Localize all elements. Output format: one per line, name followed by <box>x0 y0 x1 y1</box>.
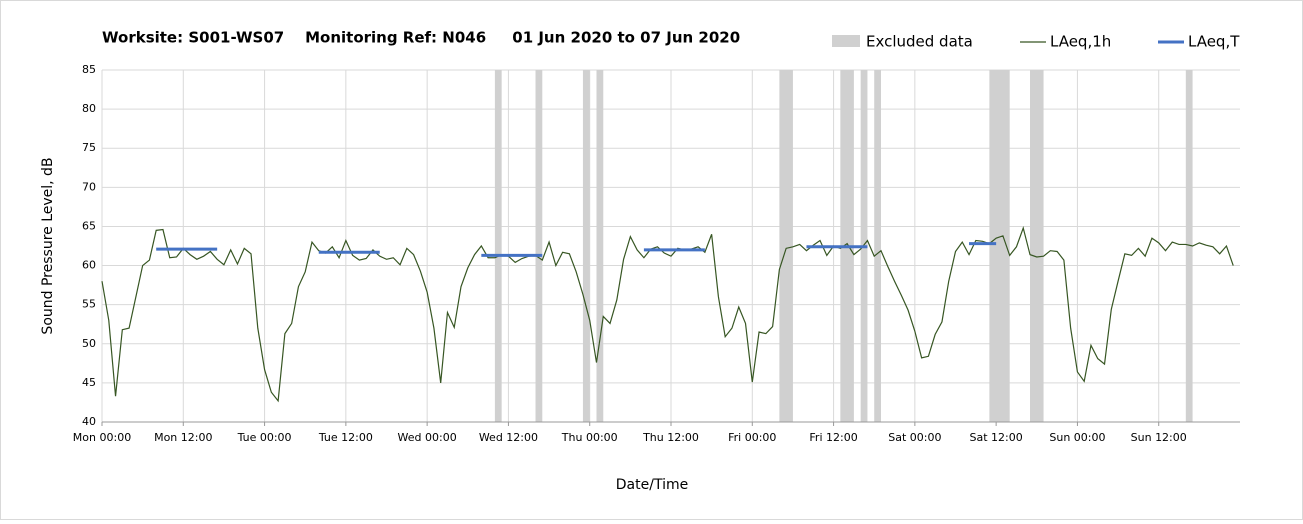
x-tick-label: Thu 12:00 <box>642 431 699 444</box>
excluded-band <box>779 70 793 422</box>
x-tick-label: Thu 00:00 <box>561 431 618 444</box>
excluded-band <box>1185 70 1193 422</box>
x-tick-label: Sun 12:00 <box>1131 431 1187 444</box>
excluded-band <box>494 70 502 422</box>
x-tick-label: Sun 00:00 <box>1049 431 1105 444</box>
x-tick-label: Sat 12:00 <box>970 431 1023 444</box>
excluded-band <box>596 70 604 422</box>
excluded-band <box>1030 70 1044 422</box>
y-tick-label: 65 <box>82 219 96 232</box>
excluded-band <box>874 70 881 422</box>
excluded-band <box>535 70 543 422</box>
excluded-band <box>582 70 590 422</box>
y-tick-label: 80 <box>82 102 96 115</box>
x-tick-label: Mon 00:00 <box>73 431 131 444</box>
legend-label: Excluded data <box>866 33 973 51</box>
x-tick-label: Wed 12:00 <box>479 431 538 444</box>
y-tick-label: 85 <box>82 63 96 76</box>
y-tick-label: 45 <box>82 376 96 389</box>
x-tick-label: Tue 12:00 <box>318 431 373 444</box>
y-tick-label: 50 <box>82 337 96 350</box>
y-tick-label: 75 <box>82 141 96 154</box>
x-tick-label: Mon 12:00 <box>154 431 212 444</box>
legend-label: LAeq,T <box>1188 33 1240 51</box>
x-tick-label: Sat 00:00 <box>888 431 941 444</box>
y-tick-label: 40 <box>82 415 96 428</box>
x-tick-label: Tue 00:00 <box>237 431 292 444</box>
x-axis-label: Date/Time <box>616 477 688 493</box>
chart-title: Worksite: S001-WS07 Monitoring Ref: N046… <box>102 29 740 47</box>
legend-swatch <box>832 35 860 47</box>
y-tick-label: 70 <box>82 180 96 193</box>
y-tick-label: 60 <box>82 259 96 272</box>
y-axis-label: Sound Pressure Level, dB <box>40 157 56 334</box>
x-tick-label: Wed 00:00 <box>398 431 457 444</box>
x-tick-label: Fri 00:00 <box>728 431 776 444</box>
line-series <box>101 225 1234 403</box>
y-tick-label: 55 <box>82 298 96 311</box>
x-tick-label: Fri 12:00 <box>809 431 857 444</box>
legend-label: LAeq,1h <box>1050 33 1111 51</box>
excluded-band <box>989 70 1010 422</box>
